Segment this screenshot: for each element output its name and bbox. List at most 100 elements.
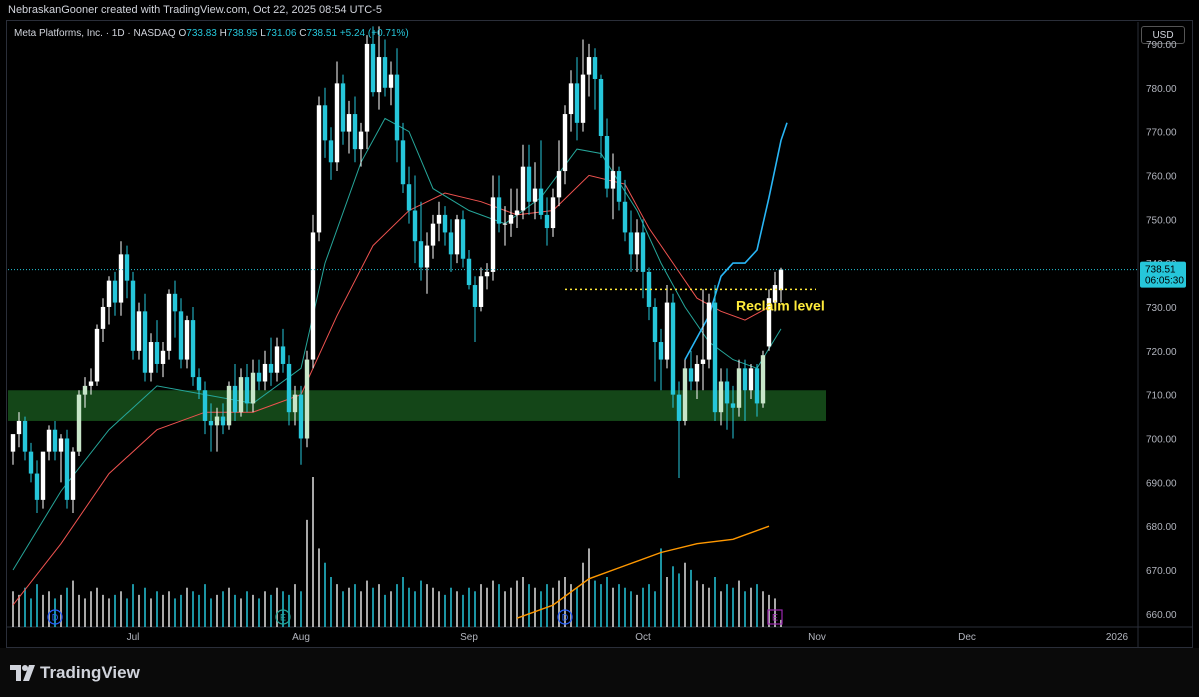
volume-bar [348, 587, 350, 627]
candle-body [610, 171, 616, 189]
candle-body [172, 293, 178, 312]
volume-bar [624, 587, 626, 627]
y-tick-label: 760.00 [1146, 171, 1177, 182]
volume-bar [702, 584, 704, 627]
last-price-box [1140, 261, 1186, 288]
volume-bar [678, 573, 680, 627]
candle-body [40, 451, 46, 500]
close-label: C [299, 28, 307, 39]
candle-body [304, 359, 310, 439]
candle-body [196, 377, 202, 391]
candle-body [256, 372, 262, 382]
volume-bar [84, 598, 86, 627]
candle-body [430, 223, 436, 246]
candle-body [82, 385, 88, 395]
volume-bar [18, 594, 20, 627]
volume-bar [360, 591, 362, 627]
x-tick-label: Sep [460, 632, 478, 643]
candle-body [334, 83, 340, 163]
candle-body [640, 232, 646, 272]
volume-bar [12, 591, 14, 627]
volume-bar [618, 584, 620, 627]
y-tick-label: 790.00 [1146, 40, 1177, 51]
volume-bar [558, 580, 560, 627]
volume-bar [666, 577, 668, 627]
candle-body [676, 394, 682, 421]
ma-long-line [516, 525, 770, 619]
candle-body [418, 241, 424, 268]
volume-bar [576, 587, 578, 627]
candle-body [322, 105, 328, 141]
candle-body [472, 285, 478, 307]
event-marker-label: D [562, 613, 569, 623]
chart-canvas[interactable]: Reclaim level 660.00 670.00 680.00 690.00 700… [0, 0, 1199, 648]
candle-body [634, 232, 640, 255]
candle-body [652, 306, 658, 343]
candle-body [544, 214, 550, 229]
candle-body [64, 438, 70, 500]
footer-bar [0, 648, 1199, 697]
candle-body [178, 311, 184, 360]
candle-body [484, 271, 490, 277]
chart-frame[interactable] [6, 20, 1193, 648]
candle-body [184, 320, 190, 360]
x-tick-label: Oct [635, 632, 651, 643]
volume-bar [720, 591, 722, 627]
y-tick-label: 670.00 [1146, 566, 1177, 577]
volume-bar [300, 591, 302, 627]
volume-bar [276, 587, 278, 627]
volume-bar [672, 566, 674, 627]
volume-bar [282, 591, 284, 627]
currency-button[interactable]: USD [1141, 26, 1185, 44]
volume-bar [336, 584, 338, 627]
volume-bar [408, 587, 410, 627]
volume-bar [438, 591, 440, 627]
volume-bar [258, 598, 260, 627]
volume-bar [342, 591, 344, 627]
y-tick-label: 690.00 [1146, 478, 1177, 489]
candle-body [550, 197, 556, 229]
candle-body [664, 302, 670, 360]
candle-body [382, 57, 388, 88]
candle-body [532, 188, 538, 202]
candle-body [316, 105, 322, 233]
symbol-legend: Meta Platforms, Inc. · 1D · NASDAQ O733.… [14, 28, 409, 39]
low-label: L [260, 28, 266, 39]
close-value: 738.51 [306, 28, 338, 39]
candle-body [460, 219, 466, 259]
volume-bar [318, 548, 320, 627]
volume-bar [204, 584, 206, 627]
volume-bar [636, 594, 638, 627]
volume-bar [78, 594, 80, 627]
candle-body [424, 245, 430, 268]
volume-bar [150, 598, 152, 627]
volume-bar [714, 577, 716, 627]
candle-body [10, 434, 16, 452]
candle-body [520, 166, 526, 211]
volume-bar [522, 577, 524, 627]
volume-bar [378, 584, 380, 627]
candle-body [388, 74, 394, 88]
volume-bar [654, 591, 656, 627]
candle-body [466, 258, 472, 286]
volume-bar [564, 577, 566, 627]
reclaim-level-label: Reclaim level [736, 297, 825, 313]
candle-body [346, 114, 352, 132]
candle-body [670, 302, 676, 395]
candle-body [100, 306, 106, 329]
y-tick-label: 750.00 [1146, 215, 1177, 226]
candle-body [166, 293, 172, 351]
volume-bar [726, 584, 728, 627]
volume-bar [240, 598, 242, 627]
volume-bar [210, 598, 212, 627]
candle-body [286, 363, 292, 413]
volume-bar [474, 591, 476, 627]
volume-bar [600, 584, 602, 627]
volume-bar [612, 587, 614, 627]
volume-bar [738, 580, 740, 627]
volume-bar [108, 598, 110, 627]
change-value: +5.24 (+0.71%) [339, 28, 409, 39]
candle-body [706, 302, 712, 360]
volume-bar [732, 587, 734, 627]
volume-bar [174, 598, 176, 627]
